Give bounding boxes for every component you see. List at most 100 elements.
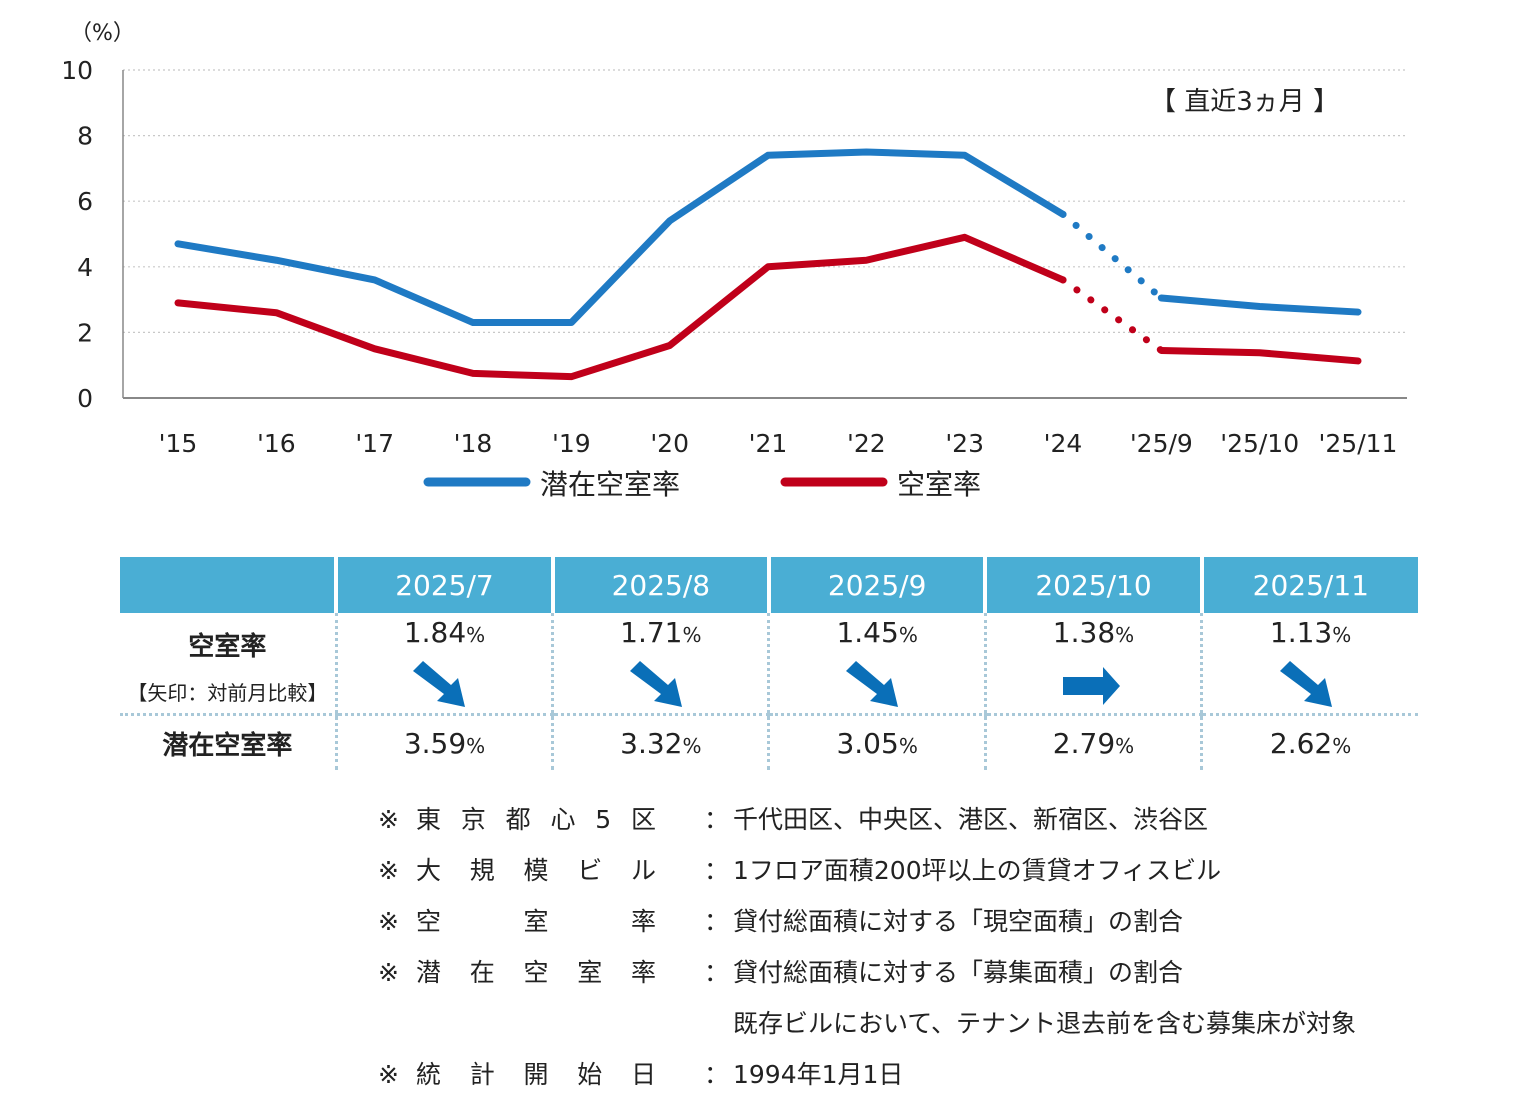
vacancy-value: 1.71 bbox=[620, 615, 683, 649]
month-header: 2025/8 bbox=[550, 557, 769, 613]
potential-row-header: 潜在空室率 bbox=[120, 715, 336, 771]
note-term-char: 計 bbox=[469, 1060, 495, 1089]
note-term-char: 在 bbox=[469, 958, 495, 987]
note-term-char: 大 bbox=[416, 856, 442, 885]
x-tick-label: '17 bbox=[355, 429, 394, 458]
note-term-char: 5 bbox=[595, 805, 612, 834]
unit-label: % bbox=[682, 622, 702, 647]
note-term: 統計開始日 bbox=[416, 1055, 656, 1095]
note-description: 既存ビルにおいて、テナント退去前を含む募集床が対象 bbox=[733, 1009, 1357, 1038]
monthly-vacancy-table: 2025/7 2025/8 2025/9 2025/10 2025/11 空室率… bbox=[120, 557, 1418, 770]
legend-label: 潜在空室率 bbox=[540, 468, 680, 501]
vacancy-cell: 1.84% bbox=[334, 613, 553, 716]
note-term-char: 室 bbox=[523, 907, 549, 936]
note-term-char: 潜 bbox=[416, 958, 442, 987]
unit-label: % bbox=[1115, 733, 1135, 758]
note-term-char: 心 bbox=[550, 805, 576, 834]
unit-label: % bbox=[898, 733, 918, 758]
note-mark: ※ bbox=[378, 907, 399, 936]
note-colon: ： bbox=[704, 1060, 730, 1089]
unit-label: % bbox=[1115, 622, 1135, 647]
note-description: 1フロア面積200坪以上の賃貸オフィスビル bbox=[733, 856, 1222, 885]
vacancy-row-header: 空室率 【矢印：対前月比較】 bbox=[120, 613, 337, 716]
note-colon: ： bbox=[704, 805, 730, 834]
note-description: 貸付総面積に対する「募集面積」の割合 bbox=[733, 958, 1184, 987]
series-line-recent bbox=[1157, 346, 1362, 365]
note-term-char: 区 bbox=[630, 805, 656, 834]
y-tick-label: 10 bbox=[61, 56, 93, 85]
potential-value: 2.62 bbox=[1269, 726, 1333, 760]
x-tick-label: '25/11 bbox=[1319, 429, 1398, 458]
x-tick-label: '23 bbox=[945, 429, 984, 458]
vacancy-cell: 1.13% bbox=[1200, 613, 1418, 716]
vacancy-cell: 1.71% bbox=[551, 613, 769, 716]
note-term-char: 率 bbox=[630, 958, 656, 987]
note-term-char: 模 bbox=[523, 856, 549, 885]
note-term-char: 空 bbox=[416, 907, 442, 936]
potential-cell: 3.05% bbox=[767, 714, 986, 770]
x-tick-label: '20 bbox=[650, 429, 689, 458]
potential-cell: 3.59% bbox=[334, 714, 553, 770]
note-term-char: 東 bbox=[416, 805, 442, 834]
y-tick-label: 2 bbox=[77, 318, 93, 347]
arrow-down-icon bbox=[413, 660, 466, 707]
note-colon: ： bbox=[704, 907, 730, 936]
note-description: 千代田区、中央区、港区、新宿区、渋谷区 bbox=[733, 805, 1209, 834]
potential-value: 3.32 bbox=[620, 726, 683, 760]
note-term-char: 始 bbox=[577, 1060, 603, 1089]
series-line-history bbox=[174, 148, 1067, 327]
note-term-char: ル bbox=[630, 856, 656, 885]
vacancy-cell: 1.38% bbox=[983, 613, 1202, 716]
y-axis-ticks: 0 2 4 6 8 10 bbox=[61, 56, 93, 413]
note-description: 貸付総面積に対する「現空面積」の割合 bbox=[733, 907, 1184, 936]
x-tick-label: '19 bbox=[552, 429, 591, 458]
note-colon: ： bbox=[704, 856, 730, 885]
potential-cell: 2.62% bbox=[1200, 714, 1418, 770]
note-colon: ： bbox=[704, 958, 730, 987]
note-term: 大規模ビル bbox=[416, 851, 656, 891]
unit-label: % bbox=[466, 733, 486, 758]
arrow-down-icon bbox=[846, 660, 899, 707]
note-term: 潜在空室率 bbox=[416, 953, 656, 993]
note-mark: ※ bbox=[378, 805, 399, 834]
y-tick-label: 4 bbox=[77, 253, 93, 282]
unit-label: % bbox=[1332, 622, 1352, 647]
line-chart: 0 2 4 6 8 10 '15 '16 '17 '18 '19 '20 '21 '22 '23 '24 '2… bbox=[61, 21, 1407, 501]
x-tick-label: '16 bbox=[257, 429, 296, 458]
y-tick-label: 0 bbox=[77, 384, 93, 413]
note-mark: ※ bbox=[378, 958, 399, 987]
y-tick-label: 6 bbox=[77, 187, 93, 216]
x-tick-label: '15 bbox=[159, 429, 198, 458]
y-axis-unit: （%） bbox=[70, 21, 135, 46]
series-line-recent bbox=[1157, 294, 1362, 316]
potential-value: 3.59 bbox=[403, 726, 467, 760]
note-term-char: 日 bbox=[630, 1060, 656, 1089]
note-term-char: 統 bbox=[416, 1060, 442, 1089]
arrow-down-icon bbox=[629, 660, 682, 707]
x-axis-ticks: '15 '16 '17 '18 '19 '20 '21 '22 '23 '24 '25/9 '25/1… bbox=[159, 429, 1398, 458]
vacancy-cell: 1.45% bbox=[767, 613, 986, 716]
chart-series bbox=[174, 148, 1362, 381]
x-tick-label: '25/9 bbox=[1130, 429, 1193, 458]
vacancy-row: 空室率 【矢印：対前月比較】 1.84% 1.71% 1.45% 1.38% 1… bbox=[120, 613, 1418, 716]
month-header: 2025/9 bbox=[766, 557, 986, 613]
month-header: 2025/10 bbox=[983, 557, 1202, 613]
vacancy-label: 空室率 bbox=[188, 632, 267, 662]
potential-cell: 2.79% bbox=[983, 714, 1202, 770]
note-term-char: 率 bbox=[630, 907, 656, 936]
x-tick-label: '22 bbox=[847, 429, 886, 458]
arrow-down-icon bbox=[1279, 660, 1332, 707]
table-corner-cell bbox=[120, 557, 337, 613]
note-term-char: 都 bbox=[505, 805, 531, 834]
arrow-right-icon bbox=[1063, 666, 1121, 705]
vacancy-value: 1.13 bbox=[1269, 615, 1333, 649]
potential-cell: 3.32% bbox=[551, 714, 769, 770]
potential-value: 3.05 bbox=[836, 726, 899, 760]
note-term-char: 開 bbox=[523, 1060, 549, 1089]
note-term-char: 室 bbox=[577, 958, 603, 987]
note-term-char: 空 bbox=[523, 958, 549, 987]
note-mark: ※ bbox=[378, 856, 399, 885]
note-mark: ※ bbox=[378, 1060, 399, 1089]
arrow-legend-label: 【矢印：対前月比較】 bbox=[127, 681, 328, 705]
